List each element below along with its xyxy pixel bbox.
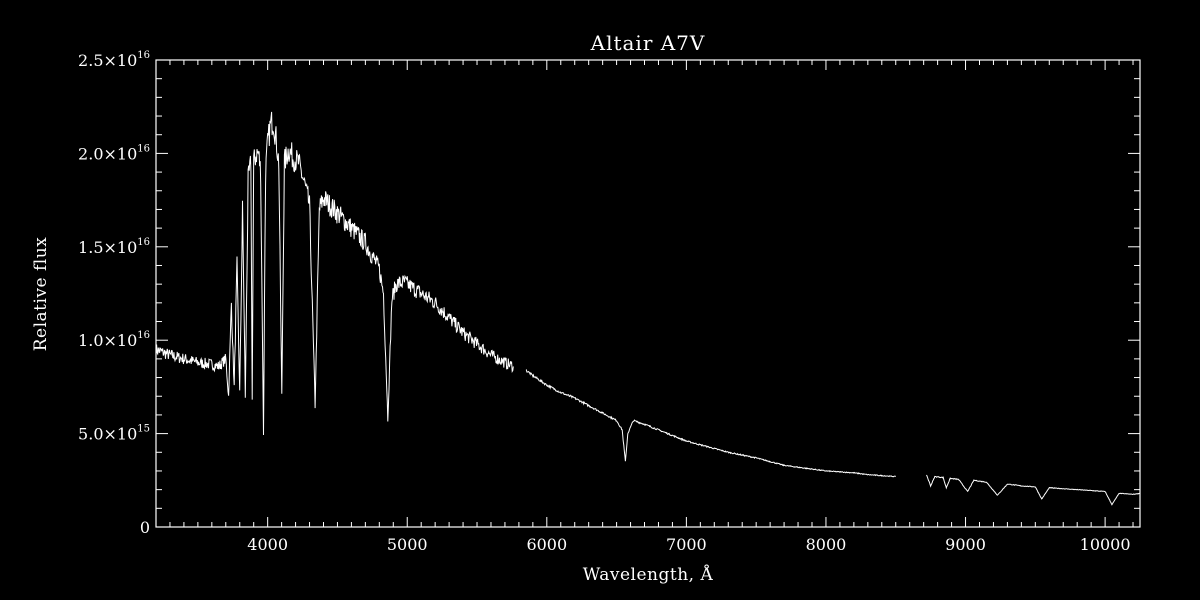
y-tick-label: 5.0×1015 — [78, 424, 150, 444]
y-tick-label: 1.5×1016 — [78, 237, 150, 257]
spectrum-series — [155, 111, 1140, 506]
x-tick-label: 5000 — [387, 535, 428, 554]
plot-frame — [155, 59, 1141, 528]
spectrum-line — [525, 369, 897, 478]
y-tick-label: 2.5×1016 — [78, 50, 150, 70]
x-tick-label: 4000 — [247, 535, 288, 554]
chart-title: Altair A7V — [590, 31, 706, 55]
x-tick-label: 9000 — [945, 535, 986, 554]
x-tick-label: 8000 — [806, 535, 847, 554]
y-tick-label: 0 — [140, 518, 150, 537]
y-tick-label: 1.0×1016 — [78, 330, 150, 350]
x-tick-label: 7000 — [666, 535, 707, 554]
spectrum-line — [155, 111, 514, 436]
y-axis-label: Relative flux — [31, 237, 51, 352]
y-axis: 0 5.0×1015 1.0×1016 1.5×1016 2.0×1016 2.5×101… — [78, 50, 1140, 537]
x-axis: 4000 5000 6000 7000 8000 9000 10000 — [155, 60, 1134, 554]
x-tick-label: 10000 — [1080, 535, 1131, 554]
x-tick-label: 6000 — [526, 535, 567, 554]
x-axis-label: Wavelength, Å — [583, 564, 714, 585]
y-tick-label: 2.0×1016 — [78, 143, 150, 163]
spectrum-line — [926, 474, 1140, 506]
plot-border — [155, 59, 1141, 528]
